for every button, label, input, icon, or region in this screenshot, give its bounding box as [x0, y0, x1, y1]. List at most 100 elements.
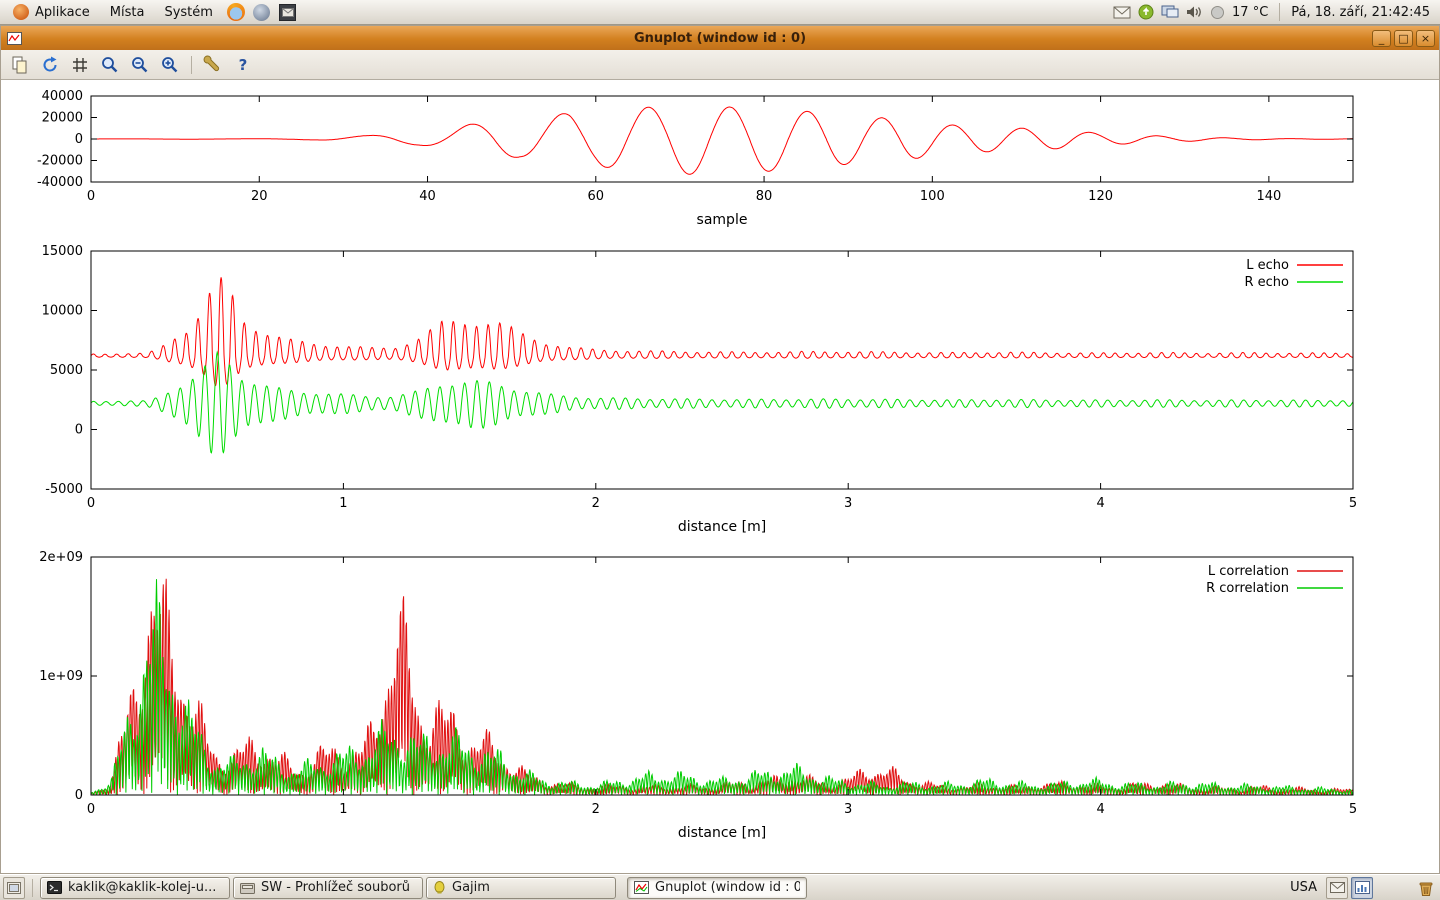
y-tick-label: -5000: [45, 482, 83, 497]
trash-applet[interactable]: [1417, 879, 1435, 897]
x-tick-label: 5: [1349, 496, 1357, 511]
tray-mail-icon: [1330, 882, 1345, 893]
terminal-icon: [47, 881, 62, 894]
y-tick-label: 0: [75, 423, 83, 438]
taskbar-item-label: Gajim: [452, 880, 490, 895]
taskbar-item-terminal[interactable]: kaklik@kaklik-kolej-u...: [40, 877, 230, 899]
menu-places[interactable]: Místa: [101, 0, 154, 25]
replot-button[interactable]: [37, 53, 63, 77]
x-tick-label: 4: [1096, 802, 1104, 817]
y-tick-label: 10000: [42, 304, 83, 319]
help-button[interactable]: ?: [230, 53, 256, 77]
taskbar-item-gnuplot[interactable]: Gnuplot (window id : 0): [627, 877, 807, 899]
y-tick-label: 1e+09: [39, 669, 83, 684]
show-desktop-button[interactable]: [3, 877, 25, 899]
gnuplot-window: Gnuplot (window id : 0) _ □ ×: [0, 25, 1440, 874]
taskbar-item-label: kaklik@kaklik-kolej-u...: [68, 880, 216, 895]
chart-correlation[interactable]: 01234501e+092e+09distance [m]L correlati…: [1, 545, 1439, 860]
show-desktop-icon: [7, 882, 21, 894]
replot-icon: [40, 55, 60, 75]
y-tick-label: 5000: [50, 363, 83, 378]
zoom-previous-icon: [100, 55, 120, 75]
weather-icon[interactable]: [1210, 5, 1225, 20]
taskbar-item-label: Gnuplot (window id : 0): [655, 880, 800, 895]
x-tick-label: 40: [419, 189, 436, 204]
y-tick-label: 0: [75, 788, 83, 803]
svg-text:?: ?: [239, 56, 248, 74]
tray-mail-button[interactable]: [1326, 877, 1348, 899]
firefox-launcher-icon[interactable]: [224, 0, 248, 25]
x-tick-label: 3: [844, 496, 852, 511]
chart-signal[interactable]: 020406080100120140-40000-200000200004000…: [1, 80, 1439, 240]
plot-border: [91, 251, 1353, 489]
x-tick-label: 60: [588, 189, 605, 204]
temperature-label[interactable]: 17 °C: [1232, 5, 1268, 20]
grid-icon: [70, 55, 90, 75]
zoom-in-icon: [160, 55, 180, 75]
trash-icon: [1417, 879, 1435, 897]
series-r-echo: [91, 352, 1353, 453]
gnuplot-icon: [634, 881, 649, 894]
zoom-previous-button[interactable]: [97, 53, 123, 77]
series-l-echo: [91, 277, 1353, 385]
y-tick-label: 40000: [42, 89, 83, 104]
x-tick-label: 5: [1349, 802, 1357, 817]
tray-chart-icon: [1355, 881, 1370, 894]
menu-system[interactable]: Systém: [155, 0, 221, 25]
x-tick-label: 1: [339, 802, 347, 817]
copy-to-clipboard-button[interactable]: [7, 53, 33, 77]
toggle-grid-button[interactable]: [67, 53, 93, 77]
series-r-correlation: [91, 579, 1353, 795]
menu-places-label: Místa: [110, 5, 145, 20]
mail-notification-icon[interactable]: [1113, 6, 1131, 19]
zoom-in-button[interactable]: [157, 53, 183, 77]
taskbar-item-gajim[interactable]: Gajim: [426, 877, 616, 899]
y-tick-label: 20000: [42, 111, 83, 126]
y-tick-label: -40000: [37, 175, 83, 190]
display-network-icon[interactable]: [1161, 5, 1179, 19]
minimize-button[interactable]: _: [1372, 30, 1391, 47]
volume-icon[interactable]: [1186, 5, 1203, 19]
menu-applications[interactable]: Aplikace: [4, 0, 99, 25]
mail-launcher-icon[interactable]: [276, 0, 300, 25]
zoom-fit-button[interactable]: [127, 53, 153, 77]
legend-label: R echo: [1244, 275, 1289, 290]
y-tick-label: 15000: [42, 244, 83, 259]
plot-canvas: 020406080100120140-40000-200000200004000…: [1, 80, 1439, 873]
maximize-button[interactable]: □: [1394, 30, 1413, 47]
y-tick-label: 0: [75, 132, 83, 147]
close-button[interactable]: ×: [1416, 30, 1435, 47]
x-tick-label: 20: [251, 189, 268, 204]
file-manager-icon: [240, 881, 255, 894]
clock-label[interactable]: Pá, 18. září, 21:42:45: [1291, 5, 1430, 20]
help-launcher-icon[interactable]: [250, 0, 274, 25]
keyboard-layout-indicator[interactable]: USA: [1290, 880, 1317, 895]
x-tick-label: 140: [1256, 189, 1281, 204]
update-notifier-icon[interactable]: [1138, 4, 1154, 20]
x-axis-title: distance [m]: [678, 825, 766, 841]
window-titlebar[interactable]: Gnuplot (window id : 0) _ □ ×: [1, 26, 1439, 50]
bottom-taskbar: kaklik@kaklik-kolej-u... SW - Prohlížeč …: [0, 874, 1440, 900]
legend-label: R correlation: [1206, 581, 1289, 596]
taskbar-separator: [32, 879, 33, 897]
x-tick-label: 2: [592, 496, 600, 511]
chart-echo[interactable]: 012345-5000050001000015000distance [m]L …: [1, 240, 1439, 545]
x-tick-label: 0: [87, 189, 95, 204]
y-tick-label: -20000: [37, 154, 83, 169]
x-tick-label: 0: [87, 496, 95, 511]
x-axis-title: sample: [697, 212, 748, 228]
tray-chart-indicator-button[interactable]: [1351, 877, 1373, 899]
x-tick-label: 2: [592, 802, 600, 817]
configure-button[interactable]: [200, 53, 226, 77]
series-chirp-signal: [91, 107, 1353, 174]
plot-border: [91, 557, 1353, 795]
gnuplot-window-icon: [5, 29, 23, 47]
taskbar-item-file-manager[interactable]: SW - Prohlížeč souborů: [233, 877, 423, 899]
x-axis-title: distance [m]: [678, 519, 766, 535]
x-tick-label: 3: [844, 802, 852, 817]
panel-separator: [1279, 3, 1280, 21]
x-tick-label: 80: [756, 189, 773, 204]
x-tick-label: 120: [1088, 189, 1113, 204]
gajim-icon: [433, 881, 446, 894]
x-tick-label: 1: [339, 496, 347, 511]
